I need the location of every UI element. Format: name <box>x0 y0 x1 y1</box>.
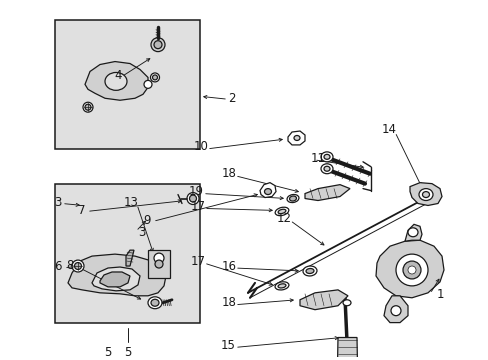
Text: 3: 3 <box>54 196 61 209</box>
Ellipse shape <box>320 152 332 162</box>
Ellipse shape <box>286 194 298 203</box>
Text: 5: 5 <box>104 346 111 359</box>
Ellipse shape <box>422 192 428 198</box>
Ellipse shape <box>74 262 81 270</box>
Ellipse shape <box>72 260 84 272</box>
Ellipse shape <box>320 164 332 174</box>
Ellipse shape <box>303 266 316 276</box>
Text: 4: 4 <box>114 69 122 82</box>
Ellipse shape <box>305 269 313 274</box>
Text: 16: 16 <box>221 260 236 273</box>
Ellipse shape <box>151 299 159 306</box>
Ellipse shape <box>324 154 329 159</box>
Ellipse shape <box>148 297 162 309</box>
Polygon shape <box>409 183 441 206</box>
Polygon shape <box>92 267 140 291</box>
Polygon shape <box>100 272 130 287</box>
Polygon shape <box>299 290 347 310</box>
Text: 12: 12 <box>276 212 291 225</box>
Polygon shape <box>68 254 165 296</box>
Ellipse shape <box>189 195 196 202</box>
Text: 8: 8 <box>66 258 74 271</box>
Ellipse shape <box>402 261 420 279</box>
Text: 11: 11 <box>310 152 325 165</box>
Bar <box>148 250 170 278</box>
Text: 18: 18 <box>221 296 236 309</box>
Polygon shape <box>404 224 421 241</box>
Ellipse shape <box>105 72 127 90</box>
Ellipse shape <box>154 253 163 263</box>
Text: 13: 13 <box>123 196 138 209</box>
Polygon shape <box>260 183 275 198</box>
Ellipse shape <box>83 102 93 112</box>
Ellipse shape <box>293 135 299 140</box>
Ellipse shape <box>278 284 285 288</box>
Text: 9: 9 <box>143 214 150 227</box>
Ellipse shape <box>407 266 415 274</box>
Text: 2: 2 <box>228 92 235 105</box>
Ellipse shape <box>395 254 427 286</box>
Text: 14: 14 <box>381 122 396 136</box>
Text: 19: 19 <box>188 185 203 198</box>
Polygon shape <box>336 337 357 360</box>
Text: 7: 7 <box>78 204 85 217</box>
Polygon shape <box>126 250 134 266</box>
Ellipse shape <box>143 80 152 88</box>
Ellipse shape <box>324 166 329 171</box>
Polygon shape <box>375 240 443 298</box>
Text: 10: 10 <box>193 140 208 153</box>
Polygon shape <box>383 296 407 323</box>
Polygon shape <box>85 62 148 100</box>
Text: 6: 6 <box>54 260 61 273</box>
Ellipse shape <box>275 282 288 290</box>
Ellipse shape <box>150 73 159 82</box>
Ellipse shape <box>85 104 91 110</box>
Ellipse shape <box>264 189 271 194</box>
Text: 18: 18 <box>221 167 236 180</box>
Text: 1: 1 <box>435 288 443 301</box>
Bar <box>55 184 200 323</box>
Polygon shape <box>305 185 349 201</box>
Ellipse shape <box>155 260 163 268</box>
Ellipse shape <box>418 189 432 201</box>
Ellipse shape <box>342 300 350 306</box>
Ellipse shape <box>289 196 296 201</box>
Text: 15: 15 <box>220 339 235 352</box>
Text: 17: 17 <box>190 200 205 213</box>
Ellipse shape <box>152 75 157 80</box>
Text: 5: 5 <box>124 346 131 359</box>
Ellipse shape <box>278 209 285 213</box>
Text: 3: 3 <box>138 226 145 239</box>
Ellipse shape <box>186 193 199 204</box>
Ellipse shape <box>407 228 417 237</box>
Text: 17: 17 <box>190 255 205 267</box>
Bar <box>55 20 200 149</box>
Ellipse shape <box>151 38 164 51</box>
Ellipse shape <box>390 306 400 316</box>
Ellipse shape <box>275 207 288 216</box>
Polygon shape <box>287 131 305 145</box>
Ellipse shape <box>154 41 162 49</box>
